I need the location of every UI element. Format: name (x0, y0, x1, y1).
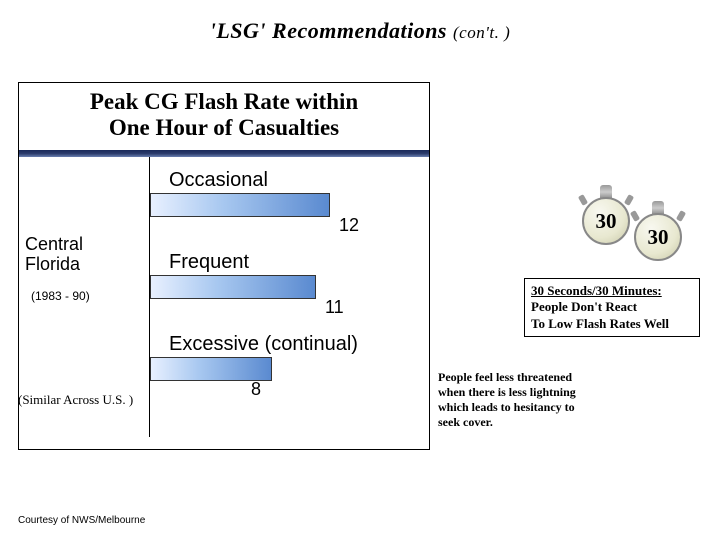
rule-line2: People Don't React (531, 299, 637, 314)
chart-title: Peak CG Flash Rate within One Hour of Ca… (19, 83, 429, 146)
stopwatch-30-seconds: 30 (578, 185, 634, 249)
bar-value: 8 (251, 379, 261, 400)
stopwatch-group: 30 30 (578, 185, 698, 265)
bar (150, 275, 316, 299)
stopwatch-30-minutes: 30 (630, 201, 686, 265)
rule-3030-box: 30 Seconds/30 Minutes: People Don't Reac… (524, 278, 700, 337)
chart-divider (19, 150, 429, 157)
stopwatch-button-left (630, 210, 640, 222)
chart-title-line1: Peak CG Flash Rate within (90, 89, 358, 114)
category-label: Excessive (continual) (169, 333, 358, 356)
region-years: (1983 - 90) (31, 289, 90, 303)
courtesy-footer: Courtesy of NWS/Melbourne (18, 515, 145, 526)
stopwatch-face-2: 30 (634, 213, 682, 261)
rule-heading: 30 Seconds/30 Minutes: (531, 283, 662, 298)
bar (150, 193, 330, 217)
title-continuation: (con't. ) (453, 23, 510, 42)
stopwatch-button-right (676, 210, 686, 222)
chart-title-line2: One Hour of Casualties (109, 115, 339, 140)
region-label: Central Florida (25, 235, 83, 275)
rule-line3: To Low Flash Rates Well (531, 316, 669, 331)
category-label: Frequent (169, 251, 249, 274)
stopwatch-face-1: 30 (582, 197, 630, 245)
bar (150, 357, 272, 381)
bar-value: 12 (339, 215, 359, 236)
feel-text: People feel less threatened when there i… (438, 370, 588, 430)
category-label: Occasional (169, 169, 268, 192)
bar-value: 11 (325, 297, 344, 318)
stopwatch-button-left (578, 194, 588, 206)
similar-note: (Similar Across U.S. ) (18, 392, 133, 408)
slide-title: 'LSG' Recommendations (con't. ) (0, 0, 720, 52)
title-main: 'LSG' Recommendations (210, 18, 447, 43)
